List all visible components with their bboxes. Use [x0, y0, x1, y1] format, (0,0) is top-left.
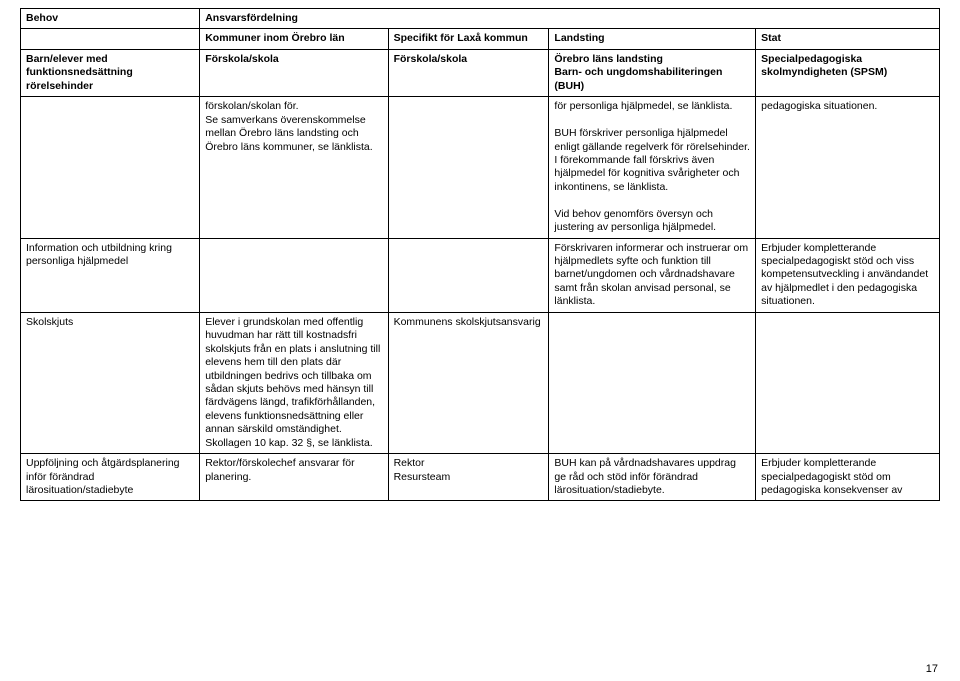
- cell-stat: [756, 312, 940, 453]
- cell-specifikt: Kommunens skolskjutsansvarig: [388, 312, 549, 453]
- page-number: 17: [926, 663, 938, 675]
- cell-stat: Erbjuder kompletterande specialpedagogis…: [756, 238, 940, 312]
- cell-behov: Skolskjuts: [21, 312, 200, 453]
- cell-kommuner: Förskola/skola: [200, 49, 388, 96]
- table-row: Skolskjuts Elever i grundskolan med offe…: [21, 312, 940, 453]
- table-row: Uppföljning och åtgärdsplanering inför f…: [21, 454, 940, 501]
- header-specifikt: Specifikt för Laxå kommun: [388, 29, 549, 49]
- table-row: förskolan/skolan för.Se samverkans övere…: [21, 97, 940, 238]
- header-behov: Behov: [21, 9, 200, 29]
- header-kommuner: Kommuner inom Örebro län: [200, 29, 388, 49]
- cell-stat: pedagogiska situationen.: [756, 97, 940, 238]
- header-stat: Stat: [756, 29, 940, 49]
- cell-stat: Specialpedagogiska skolmyndigheten (SPSM…: [756, 49, 940, 96]
- cell-landsting: BUH kan på vårdnadshavares uppdrag ge rå…: [549, 454, 756, 501]
- table-row: Information och utbildning kring personl…: [21, 238, 940, 312]
- cell-specifikt: [388, 238, 549, 312]
- cell-behov: Barn/elever med funktionsnedsättning rör…: [21, 49, 200, 96]
- cell-kommuner: förskolan/skolan för.Se samverkans övere…: [200, 97, 388, 238]
- cell-specifikt: Förskola/skola: [388, 49, 549, 96]
- cell-behov: Information och utbildning kring personl…: [21, 238, 200, 312]
- header-sub-empty: [21, 29, 200, 49]
- header-ansvar: Ansvarsfördelning: [200, 9, 940, 29]
- table-header-row-1: Behov Ansvarsfördelning: [21, 9, 940, 29]
- cell-landsting: Förskrivaren informerar och instruerar o…: [549, 238, 756, 312]
- header-landsting: Landsting: [549, 29, 756, 49]
- cell-landsting: [549, 312, 756, 453]
- cell-kommuner: Elever i grundskolan med offentlig huvud…: [200, 312, 388, 453]
- cell-landsting: för personliga hjälpmedel, se länklista.…: [549, 97, 756, 238]
- table-row: Barn/elever med funktionsnedsättning rör…: [21, 49, 940, 96]
- table-header-row-2: Kommuner inom Örebro län Specifikt för L…: [21, 29, 940, 49]
- cell-behov: [21, 97, 200, 238]
- responsibility-table: Behov Ansvarsfördelning Kommuner inom Ör…: [20, 8, 940, 501]
- cell-stat: Erbjuder kompletterande specialpedagogis…: [756, 454, 940, 501]
- cell-kommuner: [200, 238, 388, 312]
- cell-specifikt: RektorResursteam: [388, 454, 549, 501]
- cell-specifikt: [388, 97, 549, 238]
- cell-kommuner: Rektor/förskolechef ansvarar för planeri…: [200, 454, 388, 501]
- cell-landsting: Örebro läns landstingBarn- och ungdomsha…: [549, 49, 756, 96]
- cell-behov: Uppföljning och åtgärdsplanering inför f…: [21, 454, 200, 501]
